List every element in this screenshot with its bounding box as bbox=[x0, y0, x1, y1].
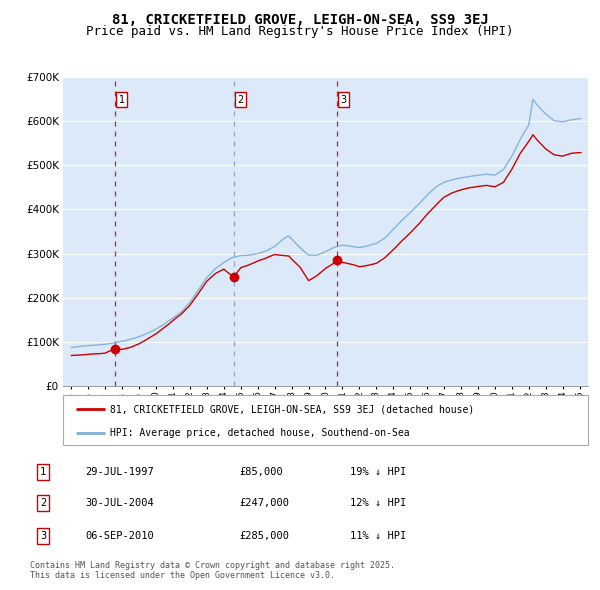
Text: 19% ↓ HPI: 19% ↓ HPI bbox=[350, 467, 406, 477]
Text: 2: 2 bbox=[237, 95, 244, 104]
Text: 81, CRICKETFIELD GROVE, LEIGH-ON-SEA, SS9 3EJ (detached house): 81, CRICKETFIELD GROVE, LEIGH-ON-SEA, SS… bbox=[110, 404, 475, 414]
Text: This data is licensed under the Open Government Licence v3.0.: This data is licensed under the Open Gov… bbox=[30, 571, 335, 580]
Text: Contains HM Land Registry data © Crown copyright and database right 2025.: Contains HM Land Registry data © Crown c… bbox=[30, 560, 395, 569]
Text: 11% ↓ HPI: 11% ↓ HPI bbox=[350, 531, 406, 541]
Text: 2: 2 bbox=[40, 498, 46, 508]
Text: 1: 1 bbox=[40, 467, 46, 477]
FancyBboxPatch shape bbox=[63, 395, 588, 445]
Text: £285,000: £285,000 bbox=[240, 531, 290, 541]
Text: 29-JUL-1997: 29-JUL-1997 bbox=[85, 467, 154, 477]
Text: HPI: Average price, detached house, Southend-on-Sea: HPI: Average price, detached house, Sout… bbox=[110, 428, 410, 438]
Text: 3: 3 bbox=[340, 95, 347, 104]
Text: 12% ↓ HPI: 12% ↓ HPI bbox=[350, 498, 406, 508]
Text: £247,000: £247,000 bbox=[240, 498, 290, 508]
Text: 3: 3 bbox=[40, 531, 46, 541]
Text: 81, CRICKETFIELD GROVE, LEIGH-ON-SEA, SS9 3EJ: 81, CRICKETFIELD GROVE, LEIGH-ON-SEA, SS… bbox=[112, 13, 488, 27]
Text: Price paid vs. HM Land Registry's House Price Index (HPI): Price paid vs. HM Land Registry's House … bbox=[86, 25, 514, 38]
Text: 06-SEP-2010: 06-SEP-2010 bbox=[85, 531, 154, 541]
Text: 30-JUL-2004: 30-JUL-2004 bbox=[85, 498, 154, 508]
Text: £85,000: £85,000 bbox=[240, 467, 284, 477]
Text: 1: 1 bbox=[119, 95, 125, 104]
